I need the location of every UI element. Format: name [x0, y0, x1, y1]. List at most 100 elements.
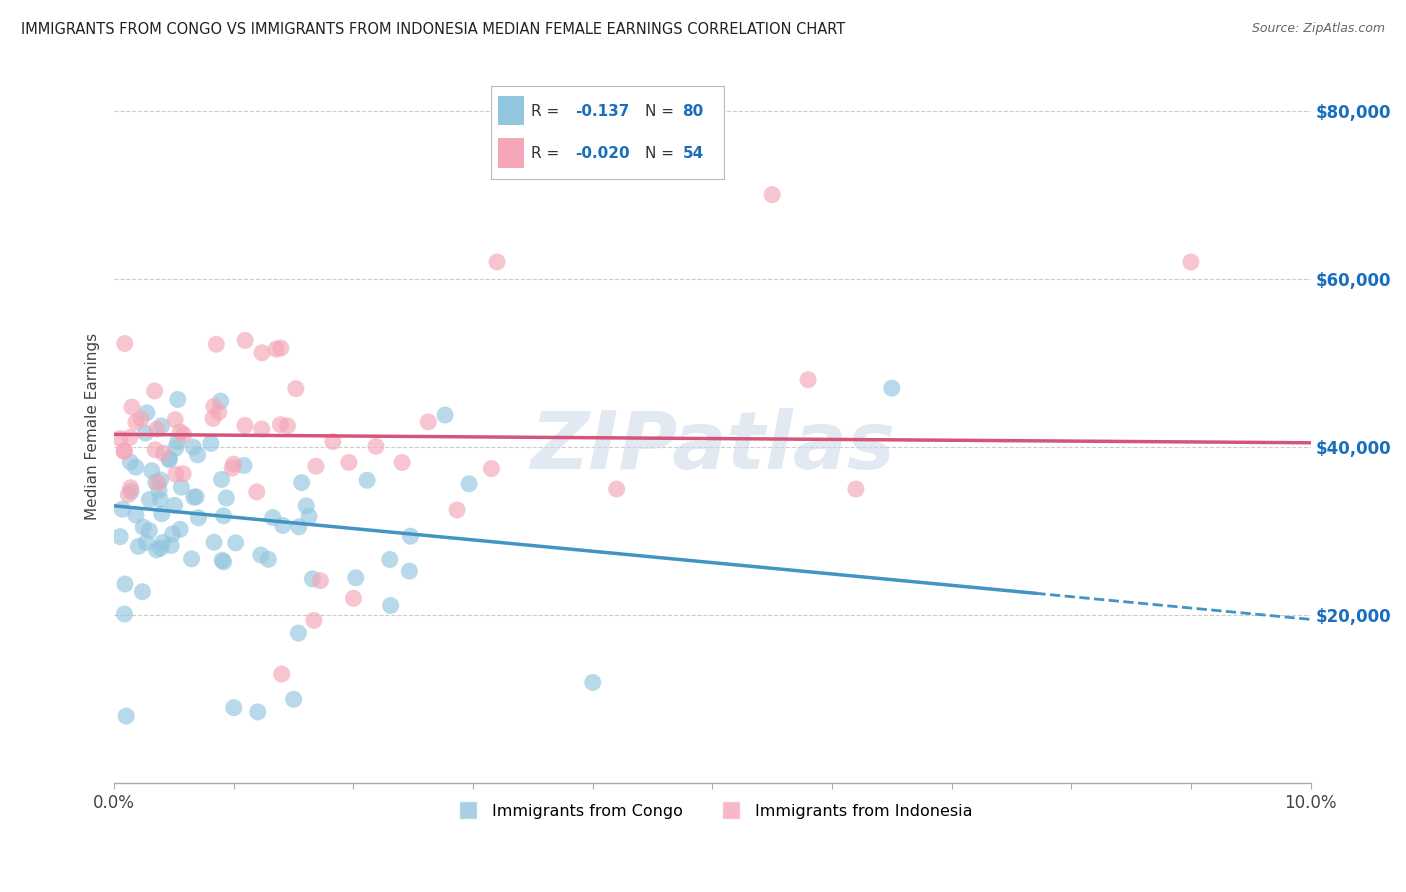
Point	[301, 572, 323, 586]
Point	[233, 458, 256, 473]
Point	[108, 530, 131, 544]
Point	[141, 464, 163, 478]
Point	[418, 415, 440, 429]
Point	[173, 427, 195, 442]
Point	[378, 552, 401, 566]
Point	[797, 373, 820, 387]
Point	[284, 382, 307, 396]
Point	[112, 444, 135, 458]
Point	[165, 467, 187, 482]
Point	[125, 460, 148, 475]
Point	[152, 446, 174, 460]
Point	[118, 431, 141, 445]
Point	[391, 455, 413, 469]
Point	[129, 411, 152, 425]
Point	[172, 467, 194, 481]
Point	[246, 705, 269, 719]
Point	[606, 482, 628, 496]
Point	[165, 413, 187, 427]
Point	[212, 508, 235, 523]
Point	[202, 400, 225, 414]
Point	[250, 422, 273, 436]
Point	[246, 484, 269, 499]
Point	[169, 522, 191, 536]
Y-axis label: Median Female Earnings: Median Female Earnings	[86, 333, 100, 519]
Point	[202, 535, 225, 549]
Text: ZIPatlas: ZIPatlas	[530, 409, 894, 486]
Point	[117, 488, 139, 502]
Point	[143, 384, 166, 398]
Point	[127, 540, 149, 554]
Point	[481, 461, 503, 475]
Point	[342, 591, 364, 606]
Point	[270, 667, 292, 681]
Point	[364, 439, 387, 453]
Point	[149, 473, 172, 487]
Point	[250, 345, 273, 359]
Point	[209, 394, 232, 409]
Text: Source: ZipAtlas.com: Source: ZipAtlas.com	[1251, 22, 1385, 36]
Point	[458, 476, 481, 491]
Point	[880, 381, 903, 395]
Point	[309, 574, 332, 588]
Point	[146, 476, 169, 491]
Point	[146, 422, 169, 436]
Point	[152, 535, 174, 549]
Point	[845, 482, 868, 496]
Point	[398, 564, 420, 578]
Legend: Immigrants from Congo, Immigrants from Indonesia: Immigrants from Congo, Immigrants from I…	[446, 797, 979, 825]
Point	[111, 502, 134, 516]
Point	[125, 415, 148, 429]
Point	[356, 473, 378, 487]
Point	[434, 408, 457, 422]
Point	[180, 551, 202, 566]
Point	[291, 475, 314, 490]
Point	[187, 510, 209, 524]
Point	[148, 483, 170, 498]
Point	[233, 334, 256, 348]
Point	[222, 700, 245, 714]
Point	[108, 432, 131, 446]
Point	[249, 548, 271, 562]
Point	[215, 491, 238, 505]
Point	[135, 535, 157, 549]
Point	[302, 613, 325, 627]
Point	[183, 490, 205, 504]
Point	[1180, 255, 1202, 269]
Point	[138, 524, 160, 538]
Point	[181, 440, 204, 454]
Point	[337, 455, 360, 469]
Point	[485, 255, 508, 269]
Point	[225, 536, 247, 550]
Point	[262, 510, 284, 524]
Point	[344, 571, 367, 585]
Point	[761, 187, 783, 202]
Point	[166, 434, 188, 449]
Point	[205, 337, 228, 351]
Point	[120, 455, 142, 469]
Point	[150, 507, 173, 521]
Point	[150, 419, 173, 434]
Point	[165, 442, 187, 456]
Point	[132, 520, 155, 534]
Point	[222, 457, 245, 471]
Point	[295, 499, 318, 513]
Point	[162, 527, 184, 541]
Point	[157, 452, 180, 467]
Point	[121, 400, 143, 414]
Point	[305, 459, 328, 474]
Point	[135, 426, 157, 441]
Point	[160, 539, 183, 553]
Point	[269, 417, 291, 432]
Point	[257, 552, 280, 566]
Point	[120, 481, 142, 495]
Point	[211, 553, 233, 567]
Point	[149, 492, 172, 507]
Point	[582, 675, 605, 690]
Point	[170, 480, 193, 494]
Point	[114, 336, 136, 351]
Point	[149, 541, 172, 555]
Point	[163, 498, 186, 512]
Point	[446, 503, 468, 517]
Point	[187, 448, 209, 462]
